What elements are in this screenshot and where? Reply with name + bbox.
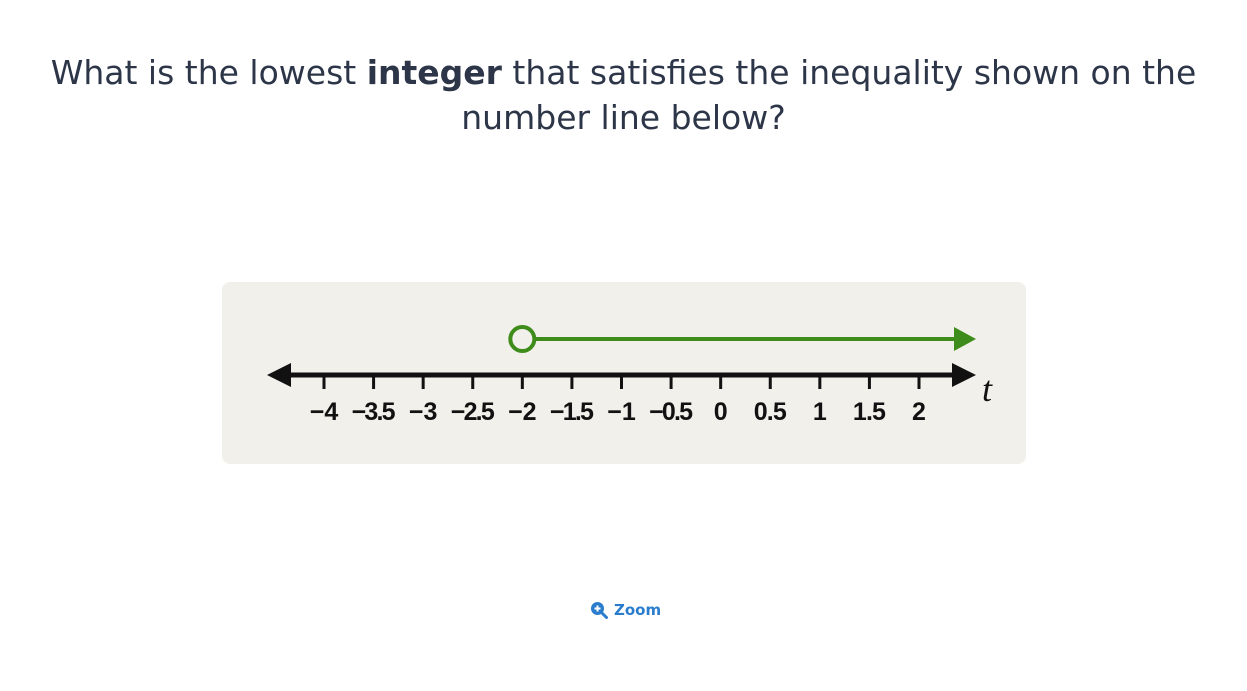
solution-ray-arrow [954, 327, 976, 351]
tick-label: 0 [714, 398, 728, 426]
tick-label: −4 [310, 398, 339, 426]
tick-label: −3.5 [352, 398, 396, 426]
zoom-in-icon [591, 602, 608, 619]
tick-labels: −4 −3.5 −3 −2.5 −2 −1.5 −1 −0.5 0 0.5 1 1.5 2 [310, 398, 926, 426]
question-text-end: that satisfies the inequality shown on t… [461, 53, 1197, 137]
number-line-figure: −4 −3.5 −3 −2.5 −2 −1.5 −1 −0.5 0 0.5 1 1.5 2 t [222, 282, 1026, 464]
tick-label: −1.5 [550, 398, 594, 426]
number-line-graphic: −4 −3.5 −3 −2.5 −2 −1.5 −1 −0.5 0 0.5 1 1.5 2 t [267, 325, 993, 426]
variable-label: t [982, 369, 993, 409]
question-keyword: integer [366, 53, 502, 92]
tick-marks [322, 375, 921, 389]
tick-label: 1.5 [853, 398, 886, 426]
tick-label: 2 [912, 398, 926, 426]
question-text: What is the lowest integer that satisfie… [40, 50, 1207, 140]
open-endpoint-circle [508, 325, 537, 353]
tick-label: −2.5 [451, 398, 495, 426]
tick-label: −3 [409, 398, 438, 426]
zoom-button[interactable]: Zoom [590, 599, 661, 621]
tick-label: −1 [607, 398, 636, 426]
axis-left-arrow [267, 363, 291, 387]
axis-right-arrow [952, 363, 976, 387]
tick-label: 1 [813, 398, 827, 426]
tick-label: 0.5 [754, 398, 787, 426]
tick-label: −2 [508, 398, 537, 426]
zoom-label: Zoom [614, 601, 662, 619]
tick-label: −0.5 [649, 398, 693, 426]
question-text-start: What is the lowest [50, 53, 367, 92]
